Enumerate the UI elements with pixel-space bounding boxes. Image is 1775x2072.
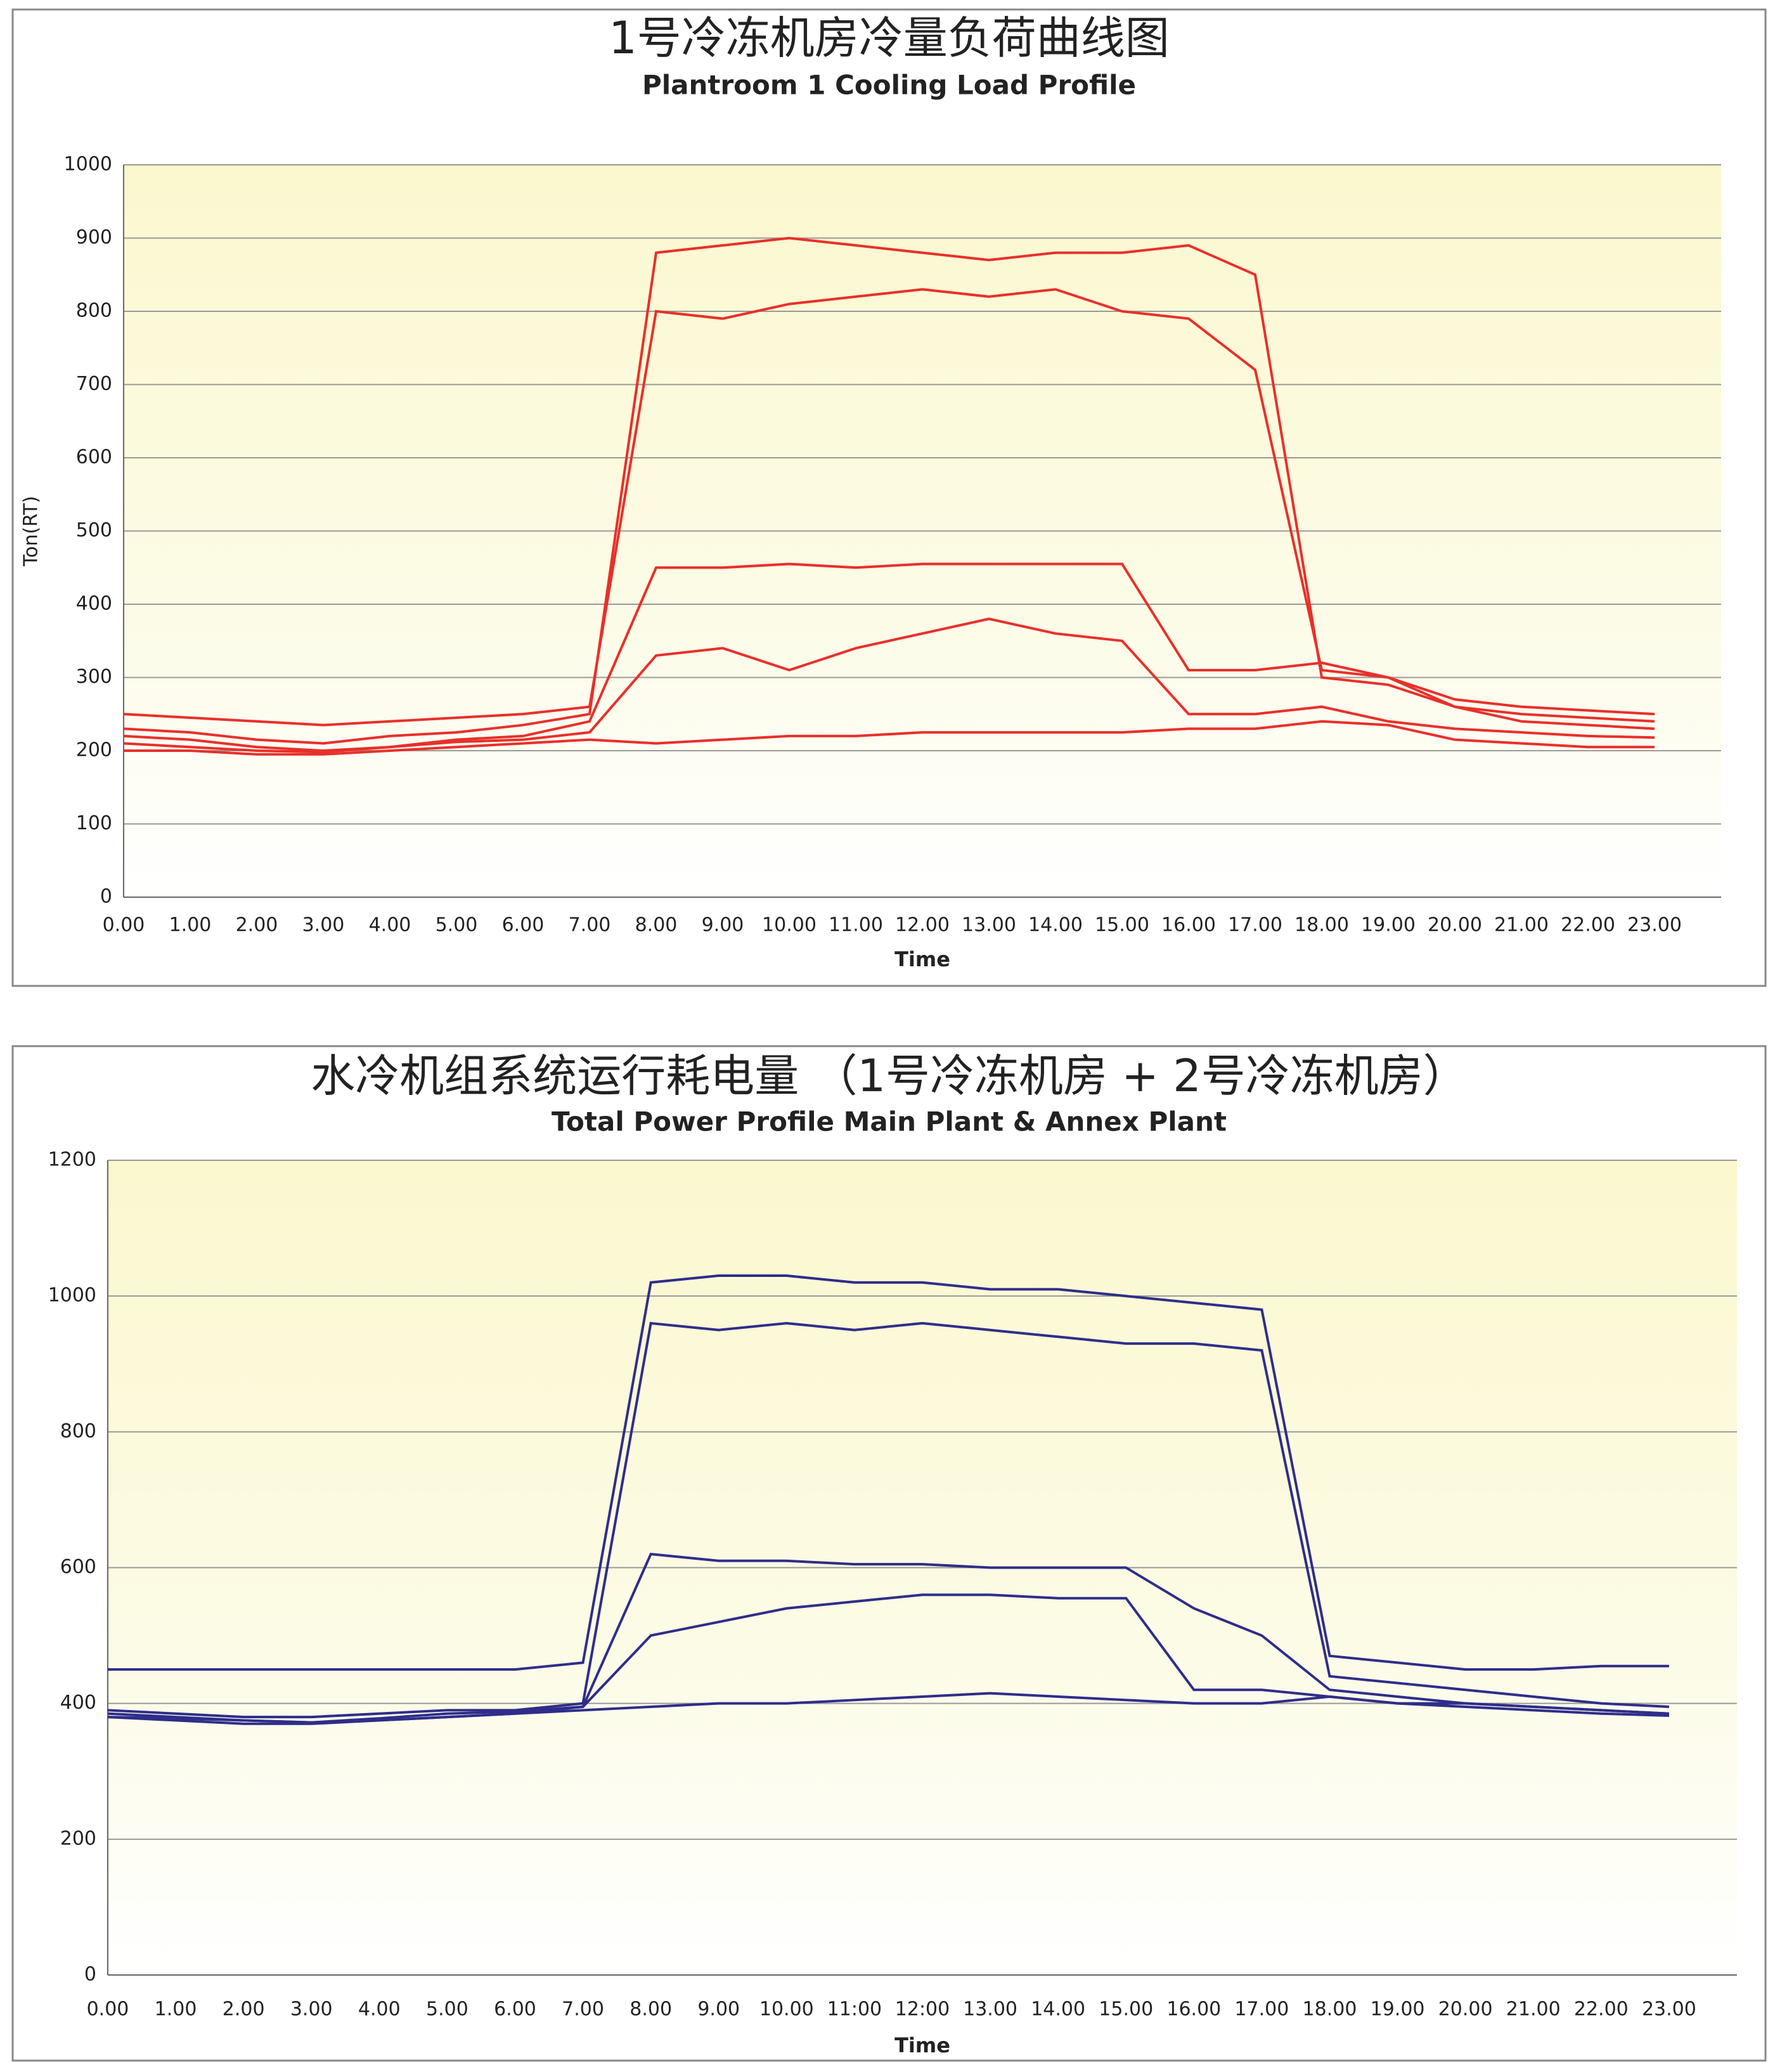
- x-tick-label: 2.00: [236, 914, 278, 936]
- x-tick-label: 17.00: [1228, 914, 1282, 936]
- y-tick-label: 1000: [64, 153, 112, 176]
- chart-subtitle: Total Power Profile Main Plant & Annex P…: [552, 1106, 1227, 1137]
- x-tick-label: 9.00: [702, 914, 744, 936]
- x-tick-label: 12:00: [895, 1998, 950, 2021]
- y-tick-label: 200: [60, 1827, 96, 1849]
- x-tick-label: 5.00: [436, 914, 478, 936]
- y-tick-label: 400: [60, 1692, 96, 1714]
- x-tick-label: 19.00: [1371, 1998, 1425, 2021]
- x-tick-label: 4.00: [358, 1998, 401, 2021]
- x-tick-label: 15.00: [1095, 914, 1149, 936]
- x-axis-title: Time: [894, 2033, 950, 2057]
- x-tick-label: 5.00: [426, 1998, 468, 2021]
- x-tick-label: 7.00: [562, 1998, 604, 2021]
- y-tick-label: 600: [60, 1556, 96, 1578]
- y-tick-label: 700: [76, 373, 112, 395]
- x-tick-label: 23.00: [1627, 914, 1682, 936]
- x-tick-label: 22.00: [1561, 914, 1615, 936]
- x-tick-label: 14.00: [1028, 914, 1083, 936]
- x-tick-label: 3.00: [302, 914, 345, 936]
- x-tick-label: 9.00: [697, 1998, 740, 2021]
- y-axis-title: Ton(RT): [20, 496, 42, 567]
- x-tick-label: 0.00: [87, 1998, 129, 2021]
- x-tick-label: 13.00: [962, 914, 1016, 936]
- x-tick-label: 8.00: [629, 1998, 672, 2021]
- chart-title: 1号冷冻机房冷量负荷曲线图: [609, 12, 1170, 64]
- x-tick-label: 10.00: [759, 1998, 814, 2021]
- chart-subtitle: Plantroom 1 Cooling Load Profile: [642, 70, 1136, 101]
- x-tick-label: 20.00: [1438, 1998, 1493, 2021]
- y-tick-label: 200: [76, 739, 112, 761]
- y-tick-label: 0: [84, 1964, 96, 1986]
- x-tick-label: 18.00: [1294, 914, 1349, 936]
- x-axis-title: Time: [894, 947, 950, 971]
- x-tick-label: 4.00: [369, 914, 411, 936]
- y-tick-label: 0: [100, 886, 112, 908]
- chart-title: 水冷机组系统运行耗电量 （1号冷冻机房 + 2号冷冻机房）: [311, 1050, 1467, 1102]
- y-tick-label: 600: [76, 446, 112, 469]
- y-tick-label: 900: [76, 226, 112, 249]
- y-tick-label: 1200: [48, 1149, 96, 1171]
- data-line: [107, 1321, 1670, 1719]
- y-tick-label: 100: [76, 812, 112, 834]
- y-tick-label: 500: [76, 519, 112, 541]
- x-tick-label: 7.00: [569, 914, 611, 936]
- x-tick-label: 2.00: [223, 1998, 265, 2021]
- y-tick-label: 800: [60, 1420, 96, 1442]
- x-tick-label: 3.00: [290, 1998, 333, 2021]
- data-line: [108, 1274, 1669, 1671]
- x-tick-label: 20.00: [1428, 914, 1482, 936]
- x-tick-label: 11:00: [827, 1998, 882, 2021]
- x-tick-label: 6.00: [502, 914, 545, 936]
- data-line: [124, 720, 1655, 756]
- x-tick-label: 16.00: [1161, 914, 1216, 936]
- y-tick-label: 800: [76, 300, 112, 322]
- x-tick-label: 11.00: [829, 914, 883, 936]
- y-tick-label: 1000: [48, 1285, 96, 1307]
- y-tick-label: 300: [76, 666, 112, 688]
- x-tick-label: 15.00: [1099, 1998, 1153, 2021]
- data-line: [123, 236, 1655, 745]
- data-line: [107, 1692, 1670, 1724]
- x-tick-label: 19.00: [1361, 914, 1416, 936]
- x-tick-label: 13.00: [963, 1998, 1017, 2021]
- x-tick-label: 21.00: [1506, 1998, 1561, 2021]
- x-tick-label: 10.00: [762, 914, 816, 936]
- x-tick-label: 1.00: [169, 914, 212, 936]
- x-tick-label: 14.00: [1031, 1998, 1085, 2021]
- x-tick-label: 6.00: [494, 1998, 536, 2021]
- x-tick-label: 12.00: [895, 914, 950, 936]
- x-tick-label: 16.00: [1166, 1998, 1221, 2021]
- x-tick-label: 1.00: [155, 1998, 197, 2021]
- data-line: [123, 618, 1655, 754]
- x-tick-label: 17.00: [1234, 1998, 1289, 2021]
- x-tick-label: 21.00: [1494, 914, 1549, 936]
- x-tick-label: 22.00: [1574, 1998, 1629, 2021]
- x-tick-label: 0.00: [103, 914, 145, 936]
- x-tick-label: 23.00: [1642, 1998, 1696, 2021]
- x-tick-label: 18.00: [1303, 1998, 1357, 2021]
- y-tick-label: 400: [76, 593, 112, 615]
- x-tick-label: 8.00: [635, 914, 678, 936]
